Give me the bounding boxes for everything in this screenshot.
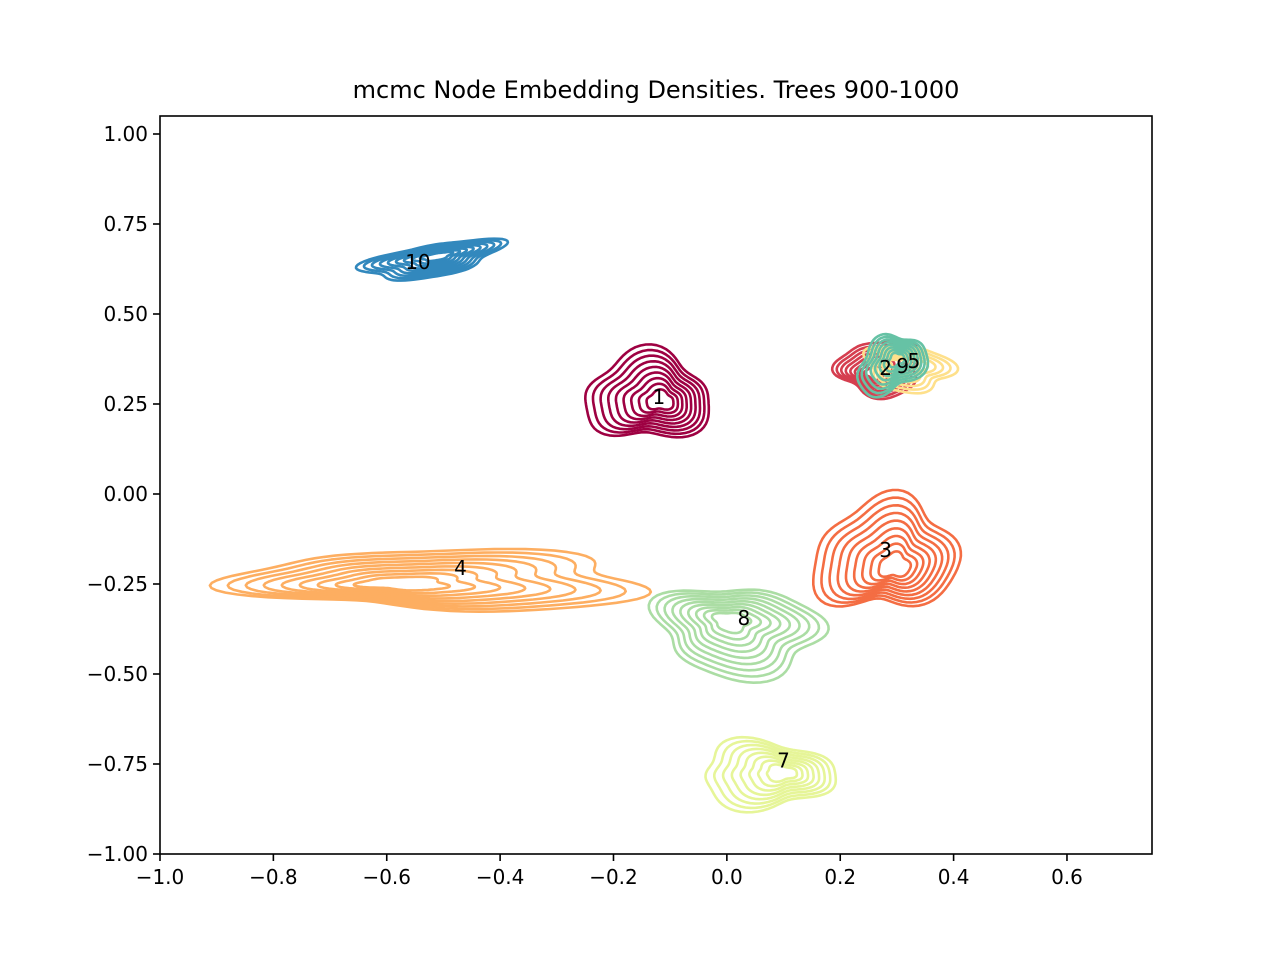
contour-level-node-1 (637, 382, 680, 415)
y-tick-label: 0.00 (103, 482, 148, 506)
y-tick-label: 0.50 (103, 302, 148, 326)
contour-level-node-1 (614, 365, 693, 425)
contour-level-node-3 (812, 488, 963, 608)
contour-level-node-9 (860, 335, 926, 395)
contour-level-node-5 (862, 345, 960, 395)
x-tick-label: 0.4 (938, 865, 970, 889)
contour-level-node-1 (591, 348, 706, 436)
contour-level-node-9 (856, 332, 930, 399)
contour-level-node-7 (704, 735, 838, 814)
contour-level-node-7 (765, 763, 799, 784)
contour-level-node-9 (873, 343, 916, 382)
contour-level-node-3 (877, 550, 913, 578)
x-tick-label: −1.0 (136, 865, 185, 889)
contour-level-node-9 (878, 346, 913, 378)
contour-level-node-9 (864, 338, 923, 391)
contour-level-node-1 (629, 376, 684, 418)
y-axis: −1.00 −0.75 −0.50 −0.25 0.00 0.25 0.50 0.75 1.00 (87, 122, 160, 866)
contour-level-node-1 (599, 354, 702, 432)
x-axis: −1.0 −0.8 −0.6 −0.4 −0.2 0.0 0.2 0.4 0.6 (136, 854, 1083, 889)
contour-level-node-3 (844, 519, 938, 593)
contour-level-node-9 (887, 351, 906, 369)
contour-level-node-4 (334, 572, 477, 595)
contour-level-node-3 (820, 496, 956, 604)
x-tick-label: −0.4 (476, 865, 525, 889)
contour-level-node-8 (655, 591, 821, 678)
contour-level-node-7 (730, 747, 821, 801)
density-contours-node-3 (812, 488, 963, 608)
contour-level-node-10 (418, 250, 455, 263)
contour-level-node-1 (607, 360, 697, 429)
contour-level-node-1 (622, 371, 688, 422)
contour-level-node-9 (882, 348, 910, 373)
contour-level-node-7 (713, 739, 832, 810)
contour-level-node-7 (721, 743, 826, 805)
x-tick-label: −0.2 (589, 865, 638, 889)
contour-level-node-8 (694, 605, 772, 647)
contour-level-node-7 (739, 751, 815, 797)
node-label-10: 10 (405, 250, 430, 274)
contour-level-node-8 (679, 600, 792, 660)
x-tick-label: −0.8 (249, 865, 298, 889)
node-label-4: 4 (454, 556, 467, 580)
contour-level-node-7 (748, 755, 810, 792)
y-tick-label: 0.25 (103, 392, 148, 416)
y-tick-label: 1.00 (103, 122, 148, 146)
contour-level-node-4 (352, 575, 452, 592)
contour-level-node-8 (647, 588, 830, 684)
contour-level-node-4 (280, 561, 552, 603)
contour-level-node-5 (870, 349, 945, 388)
y-tick-label: −0.50 (87, 662, 148, 686)
contour-level-node-8 (671, 597, 801, 666)
contour-level-node-4 (316, 568, 502, 598)
density-contours-node-10 (354, 237, 510, 282)
node-label-9: 9 (896, 354, 909, 378)
x-tick-label: 0.6 (1051, 865, 1083, 889)
contour-level-node-4 (298, 565, 527, 600)
x-tick-label: 0.0 (711, 865, 743, 889)
contour-level-node-1 (584, 343, 711, 439)
contour-level-node-8 (702, 608, 763, 641)
x-tick-label: −0.6 (362, 865, 411, 889)
contour-level-node-8 (710, 611, 753, 635)
node-label-1: 1 (652, 385, 665, 409)
contour-level-node-1 (645, 388, 675, 411)
node-label-3: 3 (879, 538, 892, 562)
chart-title: mcmc Node Embedding Densities. Trees 900… (353, 76, 960, 104)
contour-level-node-3 (861, 534, 925, 586)
y-tick-label: −1.00 (87, 842, 148, 866)
contour-level-node-3 (852, 527, 931, 590)
contour-level-node-3 (869, 542, 919, 582)
y-tick-label: −0.75 (87, 752, 148, 776)
cluster-label-layer: 10 1 2 59 3 4 8 7 (405, 250, 920, 773)
density-contours-node-9 (856, 332, 930, 399)
contour-level-node-4 (226, 551, 627, 611)
plot-frame (159, 115, 1153, 855)
contour-layer (208, 237, 963, 814)
contour-level-node-4 (244, 554, 602, 608)
contour-level-node-8 (687, 602, 782, 653)
density-contours-node-8 (647, 588, 830, 684)
density-contours-node-4 (208, 547, 653, 613)
contour-level-node-7 (756, 759, 804, 788)
density-contours-node-7 (704, 735, 838, 814)
x-tick-label: 0.2 (824, 865, 856, 889)
density-contours-node-1 (584, 343, 711, 439)
contour-level-node-4 (262, 558, 577, 605)
contour-level-node-3 (836, 511, 944, 597)
node-label-8: 8 (737, 606, 750, 630)
node-label-2: 2 (879, 356, 892, 380)
contour-level-node-3 (828, 504, 950, 601)
contour-level-node-4 (208, 547, 653, 613)
contour-level-node-9 (869, 340, 920, 386)
contour-level-node-8 (663, 594, 811, 672)
node-label-5: 5 (908, 349, 921, 373)
node-label-7: 7 (777, 748, 790, 772)
y-tick-label: 0.75 (103, 212, 148, 236)
y-tick-label: −0.25 (87, 572, 148, 596)
